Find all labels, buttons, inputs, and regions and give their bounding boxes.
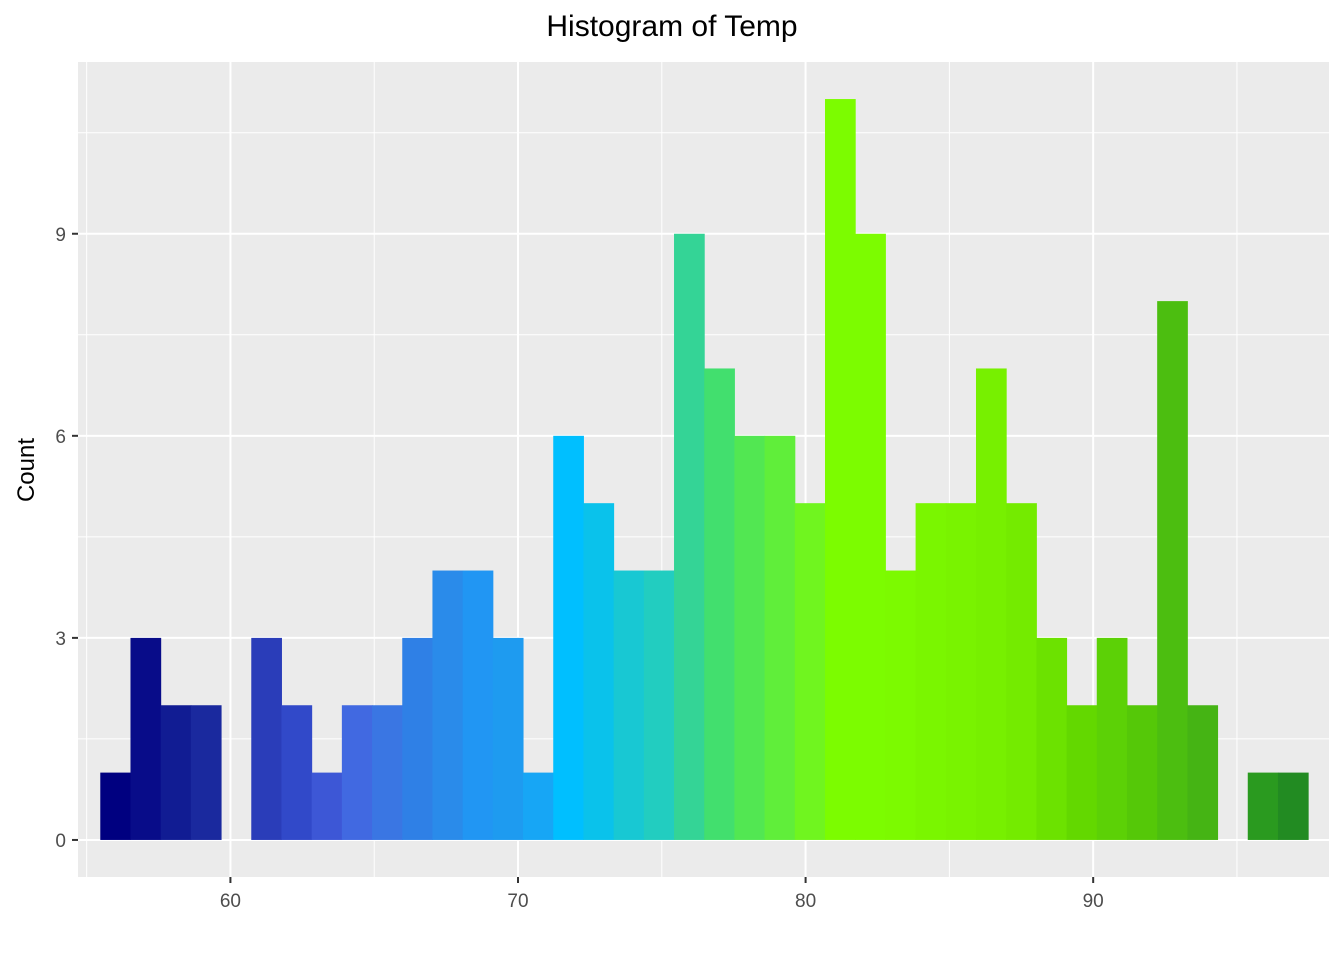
histogram-bar (553, 435, 584, 840)
x-tick-label: 70 (507, 891, 528, 912)
histogram-bar (462, 570, 494, 840)
histogram-bar (1157, 301, 1188, 840)
histogram-bar (1247, 772, 1279, 840)
y-tick-label: 3 (55, 629, 66, 650)
histogram-bar (190, 705, 222, 840)
histogram-bar (915, 503, 947, 840)
x-tick-label: 90 (1083, 891, 1104, 912)
x-tick-label: 80 (795, 891, 816, 912)
y-tick-label: 9 (55, 225, 66, 246)
histogram-bar (583, 503, 615, 840)
histogram-bar (825, 99, 856, 840)
histogram-bar (1006, 503, 1037, 840)
histogram-bar (160, 705, 192, 840)
histogram-bar (1066, 705, 1098, 840)
histogram-bar (704, 368, 735, 840)
histogram-bar (643, 570, 675, 840)
histogram-bar (674, 233, 705, 840)
histogram-bar (372, 705, 403, 840)
histogram-bar (402, 637, 433, 840)
histogram-bar (1187, 705, 1219, 840)
histogram-bar (1126, 705, 1158, 840)
axes: 60 70 80 90 0 3 6 9 (55, 225, 1103, 912)
histogram-bar (492, 637, 524, 840)
histogram-bar (734, 435, 766, 840)
histogram-bar (885, 570, 917, 840)
histogram-bar (1036, 637, 1068, 840)
histogram-bar (855, 233, 886, 840)
histogram-bar (1096, 637, 1128, 840)
histogram-bars (100, 99, 1309, 840)
histogram-bar (794, 503, 826, 840)
histogram-bar (432, 570, 464, 840)
chart-title: Histogram of Temp (546, 10, 798, 43)
y-tick-label: 0 (55, 831, 66, 852)
y-tick-label: 6 (55, 427, 66, 448)
histogram-bar (613, 570, 645, 840)
histogram-bar (251, 637, 282, 840)
histogram-bar (764, 435, 796, 840)
histogram-bar (523, 772, 554, 840)
histogram-bar (945, 503, 977, 840)
histogram-bar (341, 705, 373, 840)
x-tick-label: 60 (220, 891, 241, 912)
histogram-bar (311, 772, 343, 840)
histogram-bar (1277, 772, 1309, 840)
histogram-bar (130, 637, 162, 840)
histogram-bar (281, 705, 313, 840)
histogram-bar (100, 772, 131, 840)
histogram-bar (975, 368, 1007, 840)
